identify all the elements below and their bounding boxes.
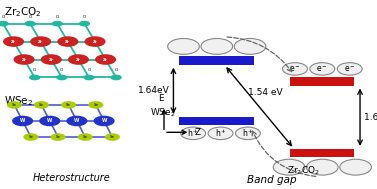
Circle shape	[30, 36, 51, 47]
Circle shape	[310, 63, 335, 75]
Circle shape	[51, 133, 66, 141]
Text: Se: Se	[12, 103, 17, 107]
Circle shape	[3, 36, 24, 47]
Circle shape	[84, 36, 106, 47]
Text: O: O	[56, 15, 59, 19]
Circle shape	[66, 116, 87, 126]
Circle shape	[307, 159, 338, 175]
Bar	[290, 149, 354, 157]
Circle shape	[168, 39, 199, 54]
Text: Se: Se	[39, 103, 44, 107]
Text: Band gap: Band gap	[247, 175, 296, 185]
Text: 1.54 eV: 1.54 eV	[248, 88, 283, 97]
Text: Se: Se	[56, 135, 60, 139]
Text: h$^+$: h$^+$	[215, 128, 227, 139]
Circle shape	[208, 127, 233, 139]
Text: Zr: Zr	[92, 40, 98, 44]
Circle shape	[93, 116, 115, 126]
Text: Se: Se	[93, 103, 98, 107]
Circle shape	[337, 63, 362, 75]
Circle shape	[7, 101, 22, 109]
Circle shape	[57, 36, 78, 47]
Text: O: O	[33, 68, 36, 72]
FancyArrowPatch shape	[252, 131, 316, 176]
Circle shape	[110, 75, 122, 80]
Text: Z: Z	[195, 128, 201, 137]
Text: W: W	[101, 119, 107, 123]
Circle shape	[12, 116, 33, 126]
Text: Zr: Zr	[11, 40, 16, 44]
Circle shape	[181, 127, 205, 139]
Circle shape	[25, 21, 36, 26]
Circle shape	[52, 21, 63, 26]
Text: e$^-$: e$^-$	[316, 64, 328, 74]
Text: W: W	[74, 119, 80, 123]
Text: Zr: Zr	[38, 40, 43, 44]
Circle shape	[56, 75, 67, 80]
Circle shape	[201, 39, 233, 54]
Circle shape	[83, 75, 95, 80]
Text: 1.64eV: 1.64eV	[138, 86, 170, 95]
Text: O: O	[115, 68, 118, 72]
Circle shape	[39, 116, 60, 126]
Text: Se: Se	[29, 135, 33, 139]
Text: Se: Se	[110, 135, 115, 139]
Circle shape	[282, 63, 307, 75]
Text: Zr: Zr	[76, 57, 81, 62]
Text: O: O	[29, 15, 32, 19]
FancyArrowPatch shape	[227, 37, 292, 72]
Circle shape	[105, 133, 120, 141]
Text: Zr: Zr	[65, 40, 70, 44]
Circle shape	[273, 159, 305, 175]
Circle shape	[79, 21, 90, 26]
Text: WSe$_2$: WSe$_2$	[4, 94, 33, 108]
Text: W: W	[20, 119, 25, 123]
Text: E: E	[158, 94, 164, 103]
Circle shape	[78, 133, 93, 141]
Text: Heterostructure: Heterostructure	[33, 173, 110, 183]
Text: W: W	[47, 119, 52, 123]
Text: h$^+$: h$^+$	[187, 128, 199, 139]
Circle shape	[95, 54, 116, 65]
Circle shape	[236, 127, 261, 139]
Text: Zr: Zr	[21, 57, 27, 62]
Text: O: O	[2, 15, 5, 19]
Text: h$^+$: h$^+$	[242, 128, 254, 139]
Circle shape	[14, 54, 35, 65]
Bar	[179, 56, 254, 65]
Circle shape	[340, 159, 371, 175]
Circle shape	[68, 54, 89, 65]
Circle shape	[29, 75, 40, 80]
Circle shape	[61, 101, 76, 109]
Text: Zr: Zr	[103, 57, 108, 62]
Text: WSe$_2$: WSe$_2$	[150, 107, 175, 119]
Text: O: O	[60, 68, 63, 72]
Text: 1.62 eV: 1.62 eV	[364, 113, 377, 122]
Text: Zr$_2$CO$_2$: Zr$_2$CO$_2$	[4, 6, 41, 19]
Text: O: O	[83, 15, 86, 19]
Circle shape	[234, 39, 266, 54]
Bar	[290, 77, 354, 86]
Circle shape	[41, 54, 62, 65]
Text: e$^-$: e$^-$	[344, 64, 356, 74]
Circle shape	[23, 133, 38, 141]
Text: e$^-$: e$^-$	[289, 64, 301, 74]
Text: Se: Se	[83, 135, 87, 139]
Text: O: O	[87, 68, 90, 72]
Text: Se: Se	[66, 103, 71, 107]
Text: Zr: Zr	[49, 57, 54, 62]
Circle shape	[0, 21, 9, 26]
Bar	[179, 117, 254, 125]
Circle shape	[34, 101, 49, 109]
Text: Zr$_2$CO$_2$: Zr$_2$CO$_2$	[287, 164, 320, 177]
Circle shape	[88, 101, 103, 109]
